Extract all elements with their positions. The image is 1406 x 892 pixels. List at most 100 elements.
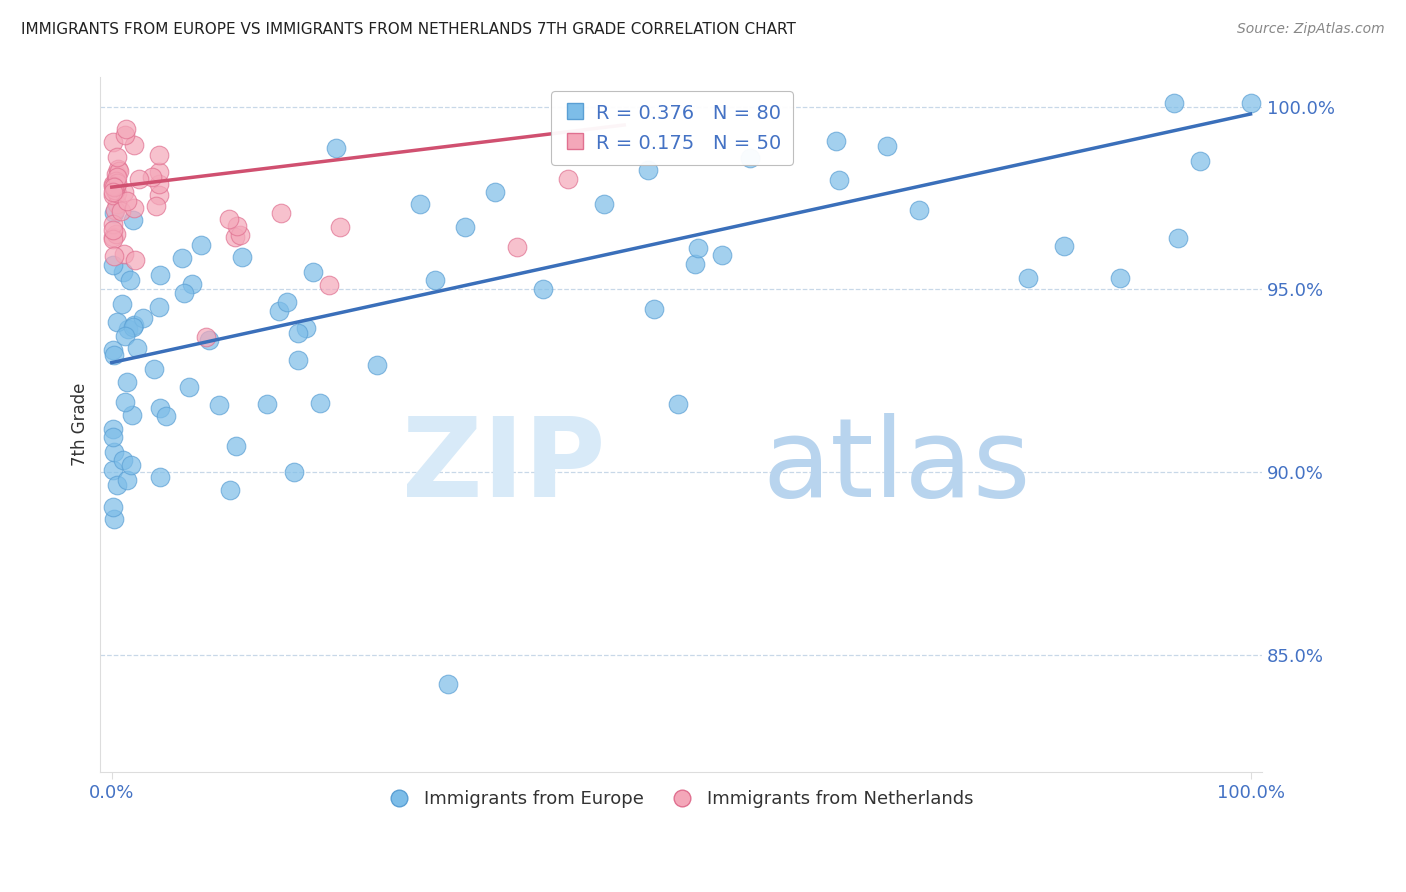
- Text: IMMIGRANTS FROM EUROPE VS IMMIGRANTS FROM NETHERLANDS 7TH GRADE CORRELATION CHAR: IMMIGRANTS FROM EUROPE VS IMMIGRANTS FRO…: [21, 22, 796, 37]
- Point: [1167, 231, 1189, 245]
- Point: [148, 300, 170, 314]
- Point: [177, 380, 200, 394]
- Point: [108, 164, 131, 178]
- Point: [105, 167, 128, 181]
- Point: [122, 201, 145, 215]
- Point: [908, 203, 931, 218]
- Point: [101, 229, 124, 244]
- Point: [131, 310, 153, 325]
- Point: [557, 171, 579, 186]
- Point: [637, 163, 659, 178]
- Point: [104, 183, 127, 197]
- Point: [105, 176, 128, 190]
- Point: [115, 194, 138, 208]
- Point: [101, 178, 124, 192]
- Point: [104, 202, 127, 217]
- Point: [828, 172, 851, 186]
- Point: [409, 196, 432, 211]
- Point: [224, 230, 246, 244]
- Point: [190, 238, 212, 252]
- Point: [643, 302, 665, 317]
- Point: [103, 445, 125, 459]
- Point: [104, 173, 127, 187]
- Point: [105, 314, 128, 328]
- Point: [329, 220, 352, 235]
- Point: [453, 219, 475, 234]
- Point: [148, 177, 170, 191]
- Point: [325, 141, 347, 155]
- Point: [114, 328, 136, 343]
- Point: [114, 128, 136, 142]
- Point: [103, 512, 125, 526]
- Point: [112, 185, 135, 199]
- Point: [101, 463, 124, 477]
- Point: [120, 458, 142, 472]
- Point: [148, 268, 170, 283]
- Point: [308, 396, 330, 410]
- Point: [148, 188, 170, 202]
- Point: [198, 333, 221, 347]
- Point: [1053, 239, 1076, 253]
- Point: [226, 219, 249, 233]
- Point: [1017, 271, 1039, 285]
- Point: [505, 240, 527, 254]
- Point: [1163, 96, 1185, 111]
- Y-axis label: 7th Grade: 7th Grade: [72, 383, 89, 467]
- Point: [231, 250, 253, 264]
- Point: [738, 151, 761, 165]
- Point: [122, 213, 145, 227]
- Point: [105, 227, 128, 241]
- Point: [688, 241, 710, 255]
- Point: [1239, 96, 1261, 111]
- Text: atlas: atlas: [762, 413, 1031, 520]
- Point: [366, 358, 388, 372]
- Point: [194, 330, 217, 344]
- Point: [283, 465, 305, 479]
- Point: [107, 161, 129, 176]
- Point: [107, 150, 129, 164]
- Point: [218, 211, 240, 226]
- Point: [270, 206, 292, 220]
- Point: [101, 500, 124, 514]
- Text: Source: ZipAtlas.com: Source: ZipAtlas.com: [1237, 22, 1385, 37]
- Point: [105, 170, 128, 185]
- Point: [484, 185, 506, 199]
- Point: [710, 248, 733, 262]
- Point: [122, 318, 145, 332]
- Point: [125, 341, 148, 355]
- Point: [105, 197, 128, 211]
- Point: [666, 397, 689, 411]
- Point: [117, 322, 139, 336]
- Point: [181, 277, 204, 291]
- Point: [228, 227, 250, 242]
- Point: [155, 409, 177, 423]
- Point: [101, 135, 124, 149]
- Point: [149, 470, 172, 484]
- Point: [593, 197, 616, 211]
- Point: [172, 251, 194, 265]
- Point: [101, 179, 124, 194]
- Point: [101, 421, 124, 435]
- Text: ZIP: ZIP: [402, 413, 606, 520]
- Point: [145, 199, 167, 213]
- Point: [148, 148, 170, 162]
- Point: [101, 343, 124, 357]
- Point: [105, 186, 128, 200]
- Point: [149, 401, 172, 416]
- Point: [103, 249, 125, 263]
- Point: [287, 326, 309, 340]
- Point: [110, 204, 132, 219]
- Point: [256, 397, 278, 411]
- Point: [148, 164, 170, 178]
- Point: [115, 121, 138, 136]
- Point: [101, 188, 124, 202]
- Point: [318, 277, 340, 292]
- Point: [423, 273, 446, 287]
- Point: [112, 247, 135, 261]
- Point: [1109, 270, 1132, 285]
- Point: [103, 205, 125, 219]
- Point: [208, 398, 231, 412]
- Point: [101, 258, 124, 272]
- Point: [117, 473, 139, 487]
- Point: [101, 218, 124, 232]
